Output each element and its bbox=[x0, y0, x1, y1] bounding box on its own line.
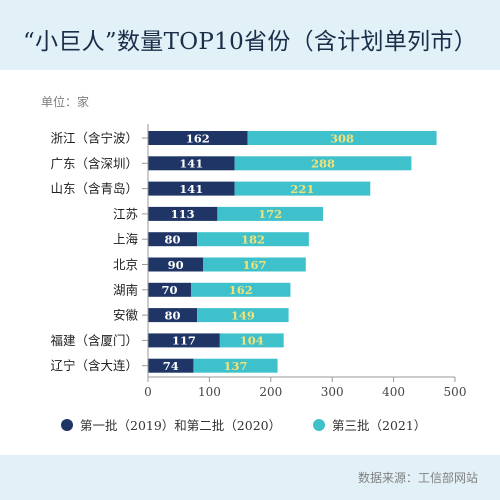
data-label: 80 bbox=[165, 233, 181, 247]
bar-segment bbox=[247, 131, 437, 145]
data-label: 113 bbox=[171, 207, 195, 221]
bar-segment bbox=[148, 257, 204, 272]
data-label: 172 bbox=[258, 207, 282, 221]
bar-segment bbox=[197, 308, 289, 323]
data-label: 137 bbox=[223, 359, 247, 373]
bar-segment bbox=[148, 131, 248, 145]
category-label: 安徽 bbox=[113, 308, 139, 323]
bar-segment bbox=[219, 333, 284, 348]
data-label: 308 bbox=[330, 131, 354, 145]
category-label: 山东（含青岛） bbox=[50, 181, 138, 196]
bar-segment bbox=[148, 282, 191, 297]
legend-item-series-2: 第三批（2021） bbox=[313, 415, 426, 434]
bar-segment bbox=[148, 206, 218, 221]
category-label: 福建（含厦门） bbox=[50, 333, 138, 348]
bar-segment bbox=[234, 181, 371, 196]
category-label: 辽宁（含大连） bbox=[50, 358, 138, 373]
x-tick-label: 100 bbox=[198, 385, 221, 399]
data-label: 90 bbox=[168, 258, 184, 272]
data-label: 182 bbox=[241, 233, 265, 247]
data-label: 167 bbox=[243, 258, 267, 272]
title-banner: “小巨人”数量TOP10省份（含计划单列市） bbox=[0, 0, 500, 70]
x-tick-label: 200 bbox=[259, 385, 282, 399]
data-label: 141 bbox=[179, 157, 203, 171]
bar-segment bbox=[148, 308, 198, 323]
data-label: 117 bbox=[172, 334, 196, 348]
data-label: 80 bbox=[165, 308, 181, 322]
data-label: 149 bbox=[231, 308, 255, 322]
bar-segment bbox=[148, 156, 235, 171]
legend-swatch-series-1 bbox=[61, 418, 73, 431]
legend-item-series-1: 第一批（2019）和第二批（2020） bbox=[61, 415, 281, 434]
chart-title: “小巨人”数量TOP10省份（含计划单列市） bbox=[22, 29, 478, 55]
x-tick-label: 400 bbox=[382, 385, 405, 399]
legend-swatch-series-2 bbox=[313, 418, 325, 431]
bar-segment bbox=[234, 156, 412, 171]
bar-segment bbox=[148, 358, 194, 373]
unit-label: 单位：家 bbox=[41, 95, 90, 109]
legend-label-series-2: 第三批（2021） bbox=[332, 418, 427, 433]
legend-label-series-1: 第一批（2019）和第二批（2020） bbox=[80, 418, 282, 433]
x-tick-label: 300 bbox=[321, 385, 344, 399]
category-label: 广东（含深圳） bbox=[50, 156, 138, 171]
category-label: 湖南 bbox=[113, 282, 138, 297]
category-label: 北京 bbox=[113, 257, 138, 272]
bar-segment bbox=[190, 282, 291, 297]
data-label: 162 bbox=[186, 131, 210, 145]
bar-segment bbox=[193, 358, 278, 373]
data-label: 70 bbox=[161, 283, 177, 297]
bar-segment bbox=[217, 206, 323, 221]
footer-banner: 数据来源：工信部网站 bbox=[0, 455, 500, 500]
category-label: 浙江（含宁波） bbox=[50, 131, 138, 146]
source-note: 数据来源：工信部网站 bbox=[357, 471, 478, 485]
data-label: 104 bbox=[240, 334, 264, 348]
bar-segment bbox=[203, 257, 306, 272]
bar-segment bbox=[148, 181, 235, 196]
data-label: 74 bbox=[163, 359, 179, 373]
data-label: 141 bbox=[179, 182, 203, 196]
x-tick-label: 500 bbox=[444, 385, 467, 399]
bar-segment bbox=[197, 232, 309, 247]
bar-segment bbox=[148, 333, 220, 348]
category-label: 上海 bbox=[113, 232, 139, 247]
data-label: 221 bbox=[290, 182, 314, 196]
data-label: 288 bbox=[311, 157, 335, 171]
category-label: 江苏 bbox=[113, 206, 138, 221]
data-label: 162 bbox=[229, 283, 253, 297]
x-tick-label: 0 bbox=[144, 385, 152, 399]
bar-chart: 浙江（含宁波） 162 308 广东（含深圳） 141 288 山东（含青岛） 141 221 江… bbox=[50, 124, 467, 399]
bar-segment bbox=[148, 232, 198, 247]
